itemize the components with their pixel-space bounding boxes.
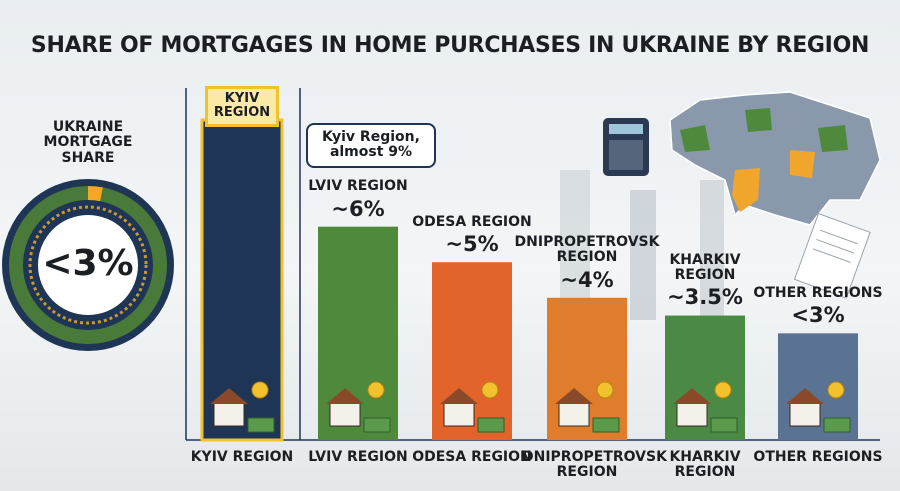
value-label: ~5% xyxy=(445,232,499,257)
bar-label-group: ODESA REGION ~5% xyxy=(407,213,537,257)
chart-title: SHARE OF MORTGAGES IN HOME PURCHASES IN … xyxy=(30,33,870,58)
bar xyxy=(200,118,284,442)
bg-figure xyxy=(630,190,656,320)
value-label: ~3.5% xyxy=(667,285,743,310)
gauge-center xyxy=(38,215,138,315)
value-label: <3% xyxy=(791,303,845,328)
x-tick-label: KYIV REGION xyxy=(190,449,294,465)
calculator-icon xyxy=(603,118,649,176)
money-icon xyxy=(247,417,275,433)
house-roof xyxy=(326,388,364,404)
money-icon xyxy=(363,417,391,433)
house-icon xyxy=(329,401,361,427)
bar-label: KHARKIV REGION xyxy=(669,251,741,284)
map-region xyxy=(745,108,772,132)
bar-label: KYIV REGION xyxy=(205,86,279,127)
x-tick-label: LVIV REGION xyxy=(308,449,408,465)
bg-figure xyxy=(560,170,590,320)
coin-icon xyxy=(481,381,499,399)
document-icon xyxy=(793,212,871,299)
bg-figure xyxy=(700,180,724,320)
house-roof xyxy=(555,388,593,404)
bar-label-group: OTHER REGIONS <3% xyxy=(753,284,883,328)
house-icon xyxy=(676,401,708,427)
bar-label: LVIV REGION xyxy=(308,178,408,195)
value-label: ~4% xyxy=(560,267,614,292)
bar-label-group: KHARKIV REGION ~3.5% xyxy=(640,251,770,310)
x-tick-label: ODESA REGION xyxy=(412,449,532,465)
coin-icon xyxy=(251,381,269,399)
coin-icon xyxy=(367,381,385,399)
x-tick-label: OTHER REGIONS xyxy=(753,449,883,465)
house-roof xyxy=(440,388,478,404)
map-region xyxy=(818,125,848,152)
house-icon xyxy=(443,401,475,427)
gauge-value: <3% xyxy=(42,243,134,284)
bar-label: ODESA REGION xyxy=(412,213,532,230)
annotation: Kyiv Region, almost 9% xyxy=(306,123,436,168)
house-icon xyxy=(789,401,821,427)
house-roof xyxy=(673,388,711,404)
bar-label-group: DNIPROPETROVSK REGION ~4% xyxy=(515,234,660,292)
map-region xyxy=(732,168,760,212)
gauge-arc xyxy=(87,186,103,202)
coin-icon xyxy=(714,381,732,399)
house-roof xyxy=(210,388,248,404)
coin-icon xyxy=(827,381,845,399)
x-tick-label: KHARKIV REGION xyxy=(669,449,741,481)
money-icon xyxy=(710,417,738,433)
money-icon xyxy=(477,417,505,433)
house-roof xyxy=(786,388,824,404)
gauge-ring xyxy=(28,205,148,325)
gauge-label: UKRAINE MORTGAGE SHARE xyxy=(43,119,133,166)
bar-label-group: LVIV REGION ~6% xyxy=(293,178,423,221)
x-tick-label: DNIPROPETROVSK REGION xyxy=(522,449,667,481)
bar-label: DNIPROPETROVSK REGION xyxy=(514,233,660,266)
money-icon xyxy=(592,417,620,433)
map-region xyxy=(790,150,815,178)
money-icon xyxy=(823,417,851,433)
map-region xyxy=(680,125,710,152)
value-label: ~6% xyxy=(331,196,385,221)
house-icon xyxy=(558,401,590,427)
map xyxy=(669,91,881,226)
coin-icon xyxy=(596,381,614,399)
house-icon xyxy=(213,401,245,427)
bar-label: OTHER REGIONS xyxy=(753,284,883,301)
